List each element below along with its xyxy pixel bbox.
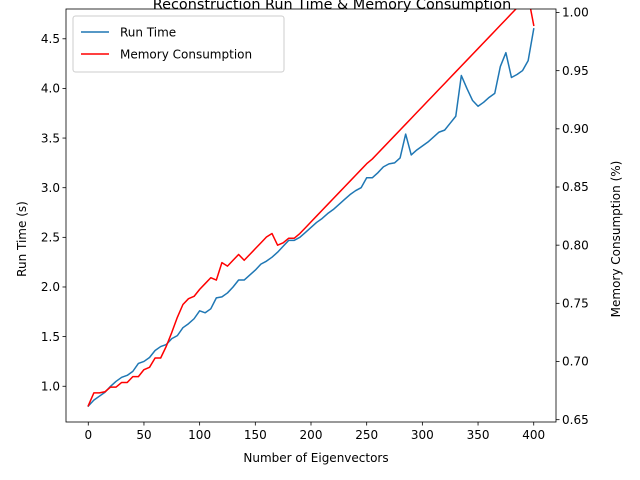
legend-label-memory-consumption: Memory Consumption xyxy=(120,48,252,62)
x-tick-label: 250 xyxy=(355,428,378,442)
legend-label-run-time: Run Time xyxy=(120,26,176,40)
right-y-tick-label: 0.80 xyxy=(562,238,589,252)
right-y-tick-label: 0.90 xyxy=(562,122,589,136)
right-y-tick-label: 0.75 xyxy=(562,297,589,311)
right-y-tick-label: 0.70 xyxy=(562,355,589,369)
x-tick-label: 150 xyxy=(244,428,267,442)
x-tick-label: 50 xyxy=(136,428,151,442)
legend-box xyxy=(72,15,285,73)
left-y-tick-label: 2.0 xyxy=(41,280,60,294)
chart-title: Reconstruction Run Time & Memory Consump… xyxy=(153,0,511,13)
right-y-tick-label: 1.00 xyxy=(562,6,589,20)
x-tick-label: 200 xyxy=(300,428,323,442)
left-y-tick-label: 1.5 xyxy=(41,330,60,344)
x-axis-title: Number of Eigenvectors xyxy=(243,451,388,465)
x-tick-label: 350 xyxy=(467,428,490,442)
x-tick-label: 100 xyxy=(188,428,211,442)
left-y-axis-title: Run Time (s) xyxy=(15,201,29,277)
right-y-tick-label: 0.65 xyxy=(562,413,589,427)
x-tick-label: 300 xyxy=(411,428,434,442)
plot-area: 0 50 100 150 200 250 300 350 400 1.0 1.5 2.0 2.5 3.0 3… xyxy=(41,6,589,442)
right-y-tick-label: 0.85 xyxy=(562,180,589,194)
left-y-tick-label: 4.0 xyxy=(41,82,60,96)
left-y-tick-label: 3.0 xyxy=(41,181,60,195)
legend: Run Time Memory Consumption xyxy=(72,15,285,73)
x-tick-label: 0 xyxy=(84,428,92,442)
right-y-axis-title: Memory Consumption (%) xyxy=(609,161,623,318)
series-line-run-time xyxy=(87,27,535,408)
series-lines xyxy=(87,9,535,408)
series-line-memory-consumption xyxy=(87,9,535,407)
left-y-tick-label: 4.5 xyxy=(41,32,60,46)
left-y-tick-label: 3.5 xyxy=(41,131,60,145)
left-y-tick-label: 1.0 xyxy=(41,379,60,393)
x-tick-label: 400 xyxy=(522,428,545,442)
left-y-tick-label: 2.5 xyxy=(41,231,60,245)
right-y-tick-label: 0.95 xyxy=(562,64,589,78)
